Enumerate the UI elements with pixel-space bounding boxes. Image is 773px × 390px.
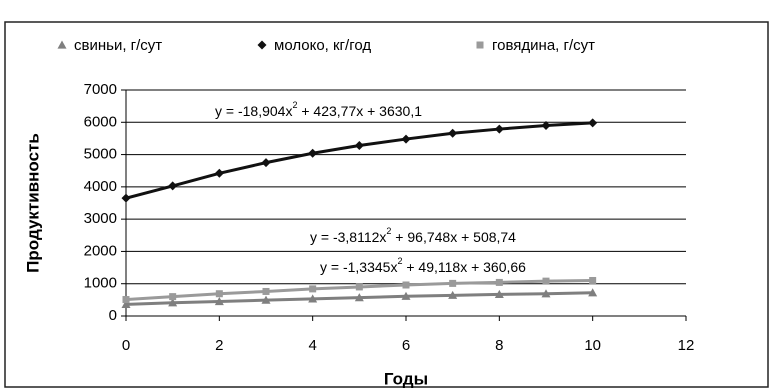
data-point: [401, 291, 411, 300]
data-point: [541, 121, 551, 131]
data-point: [588, 288, 598, 297]
y-axis-label: Продуктивность: [23, 133, 42, 273]
x-tick-label: 2: [215, 337, 223, 354]
data-point: [215, 290, 223, 298]
data-point: [588, 118, 598, 128]
data-point: [448, 128, 458, 138]
x-tick-label: 12: [678, 337, 695, 354]
data-point: [168, 181, 178, 191]
data-point: [541, 289, 551, 298]
y-tick-label: 3000: [84, 210, 117, 227]
x-tick-label: 8: [495, 337, 503, 354]
trend-equation: y = -3,8112x2 + 96,748x + 508,74: [310, 226, 516, 244]
trend-equation: y = -18,904x2 + 423,77x + 3630,1: [215, 100, 422, 118]
data-point: [494, 124, 504, 134]
data-point: [214, 168, 224, 178]
y-tick-label: 6000: [84, 113, 117, 130]
legend-label: свиньи, г/сут: [74, 37, 162, 54]
data-point: [262, 287, 270, 295]
data-point: [308, 294, 318, 303]
data-point: [309, 285, 317, 293]
data-point: [261, 295, 271, 304]
data-point: [121, 193, 131, 203]
x-tick-label: 0: [122, 337, 130, 354]
data-point: [261, 158, 271, 168]
data-point: [495, 278, 503, 286]
data-point: [402, 281, 410, 289]
legend-marker: [257, 40, 267, 50]
data-point: [401, 134, 411, 144]
x-tick-label: 6: [402, 337, 410, 354]
data-point: [354, 141, 364, 151]
x-axis-label: Годы: [384, 369, 428, 388]
data-point: [589, 276, 597, 284]
data-point: [494, 289, 504, 298]
data-point: [122, 296, 130, 304]
x-tick-label: 10: [584, 337, 601, 354]
data-point: [169, 293, 177, 301]
y-tick-label: 7000: [84, 81, 117, 98]
legend-label: молоко, кг/год: [274, 37, 371, 54]
trend-equation: y = -1,3345x2 + 49,118x + 360,66: [320, 256, 526, 274]
data-point: [542, 277, 550, 285]
y-tick-label: 2000: [84, 242, 117, 259]
y-tick-label: 4000: [84, 178, 117, 195]
data-point: [121, 299, 131, 308]
data-point: [168, 298, 178, 307]
data-point: [448, 290, 458, 299]
data-point: [214, 296, 224, 306]
data-point: [354, 293, 364, 302]
y-tick-label: 5000: [84, 146, 117, 163]
y-tick-label: 0: [109, 307, 117, 324]
data-point: [308, 148, 318, 158]
data-point: [355, 283, 363, 291]
legend-marker: [476, 41, 484, 49]
chart-frame: [4, 21, 769, 388]
data-point: [449, 279, 457, 287]
y-tick-label: 1000: [84, 275, 117, 292]
x-tick-label: 4: [308, 337, 316, 354]
legend-marker: [57, 40, 67, 49]
legend-label: говядина, г/сут: [492, 37, 595, 54]
